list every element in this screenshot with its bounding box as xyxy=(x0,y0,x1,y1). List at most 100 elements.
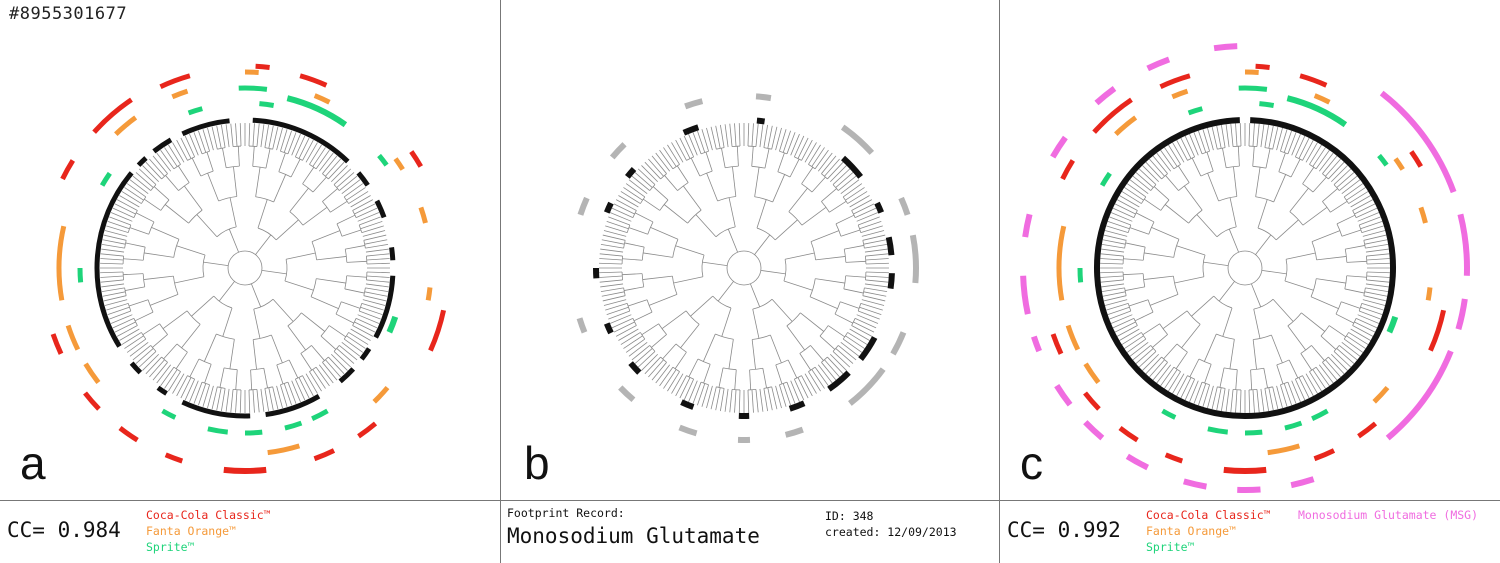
footprint-arc xyxy=(788,400,806,412)
footprint-arc xyxy=(136,156,148,167)
footprint-arc xyxy=(92,97,133,134)
footprint-arc xyxy=(159,73,191,90)
footprint-arc xyxy=(156,385,168,396)
footprint-arc xyxy=(603,201,614,214)
footprint-arc xyxy=(1255,63,1270,70)
cc-score-c: CC= 0.992 xyxy=(1007,518,1121,542)
footprint-arc xyxy=(577,196,590,216)
legend-item-sprite: Sprite™ xyxy=(146,540,195,554)
footprint-arc xyxy=(1125,453,1150,471)
footprint-arc xyxy=(827,370,851,392)
footprint-arc xyxy=(1118,425,1139,443)
footprint-arc xyxy=(313,448,336,462)
footprint-arc xyxy=(244,429,263,436)
panel-b-label: b xyxy=(524,437,550,489)
footprint-arc xyxy=(1244,429,1263,436)
footprint-arc xyxy=(1146,56,1171,72)
dendrogram-a xyxy=(50,63,447,475)
footprint-arc xyxy=(77,267,84,283)
footprint-arc xyxy=(1099,171,1112,187)
tree xyxy=(1100,123,1390,413)
footprint-arc xyxy=(267,443,301,456)
footprint-arc xyxy=(1311,408,1329,422)
footprint-arc xyxy=(299,73,328,88)
panel-c-label: c xyxy=(1020,437,1043,489)
footprint-arc xyxy=(1171,88,1189,100)
footprint-arc xyxy=(428,309,447,352)
footprint-arc xyxy=(1237,486,1261,493)
tree xyxy=(100,123,390,413)
divider-2 xyxy=(999,0,1000,563)
footprint-arc xyxy=(1425,287,1433,301)
footer-divider xyxy=(0,500,1500,501)
footprint-arc xyxy=(784,426,804,438)
footprint-arc xyxy=(840,155,863,179)
footprint-arc xyxy=(1284,420,1303,431)
footprint-arc xyxy=(1286,95,1348,128)
footprint-arc xyxy=(680,399,695,410)
footprint-arc xyxy=(1161,408,1177,420)
footprint-arc xyxy=(1299,73,1328,88)
panel-c: c xyxy=(1000,0,1499,500)
footprint-arc xyxy=(909,234,919,284)
footprint-arc xyxy=(1050,333,1064,355)
footprint-arc xyxy=(1372,385,1390,404)
footprint-arc xyxy=(898,196,911,216)
footprint-arc xyxy=(265,393,321,418)
footprint-arc xyxy=(50,333,64,355)
footprint-arc xyxy=(1455,298,1468,331)
footprint-arc xyxy=(840,124,875,155)
footprint-arc xyxy=(313,93,331,105)
footprint-arc xyxy=(207,426,229,435)
footprint-arc xyxy=(356,171,370,187)
footprint-arc xyxy=(1083,391,1101,411)
footprint-arc xyxy=(1031,335,1042,353)
footprint-arc xyxy=(373,275,396,339)
footprint-arc xyxy=(1385,350,1454,441)
footprint-arc xyxy=(1060,159,1075,181)
footprint-arc xyxy=(684,98,704,110)
footprint-arc xyxy=(161,408,177,420)
footprint-arc xyxy=(1065,324,1081,351)
record-created: created: 12/09/2013 xyxy=(825,525,957,539)
footprint-arcs-b xyxy=(576,93,919,444)
cc-label: CC= xyxy=(1007,518,1045,542)
footprint-arc xyxy=(372,385,390,404)
footprint-arc xyxy=(1379,90,1457,194)
footprint-arc xyxy=(609,142,627,160)
footprint-arc xyxy=(1267,443,1301,456)
footprint-arc xyxy=(1418,206,1428,224)
footprint-arc xyxy=(65,324,81,351)
record-id: ID: 348 xyxy=(825,509,874,523)
record-heading: Footprint Record: xyxy=(507,506,625,520)
footprint-arc xyxy=(1056,225,1067,301)
footprint-arc xyxy=(1164,452,1184,464)
footprint-arc xyxy=(885,236,895,256)
legend-item-coca-cola: Coca-Cola Classic™ xyxy=(146,508,271,522)
footprint-arc xyxy=(678,424,698,437)
panel-a-label: a xyxy=(20,437,46,489)
tree xyxy=(599,123,889,413)
footprint-arc xyxy=(1238,85,1268,92)
footprint-arc xyxy=(1259,101,1275,108)
cc-label: CC= xyxy=(7,518,45,542)
footprint-arc xyxy=(164,452,184,464)
footprint-arc xyxy=(1050,135,1068,159)
footprint-arc xyxy=(756,117,766,125)
footprint-arc xyxy=(374,199,387,219)
divider-1 xyxy=(500,0,501,563)
footprint-arc xyxy=(393,157,405,171)
footprint-arc xyxy=(311,408,329,422)
footprint-arc xyxy=(259,101,275,108)
footprint-arc xyxy=(1182,478,1207,490)
footprint-arc xyxy=(187,106,203,116)
footprint-arc xyxy=(1054,384,1073,407)
footprint-arc xyxy=(409,150,423,168)
footprint-arc xyxy=(99,171,112,187)
footprint-arc xyxy=(1077,267,1084,283)
footprint-arcs-a xyxy=(50,63,447,475)
footprint-arcs-c xyxy=(1020,43,1470,493)
record-title: Monosodium Glutamate xyxy=(507,524,760,548)
footprint-arc xyxy=(755,93,772,102)
